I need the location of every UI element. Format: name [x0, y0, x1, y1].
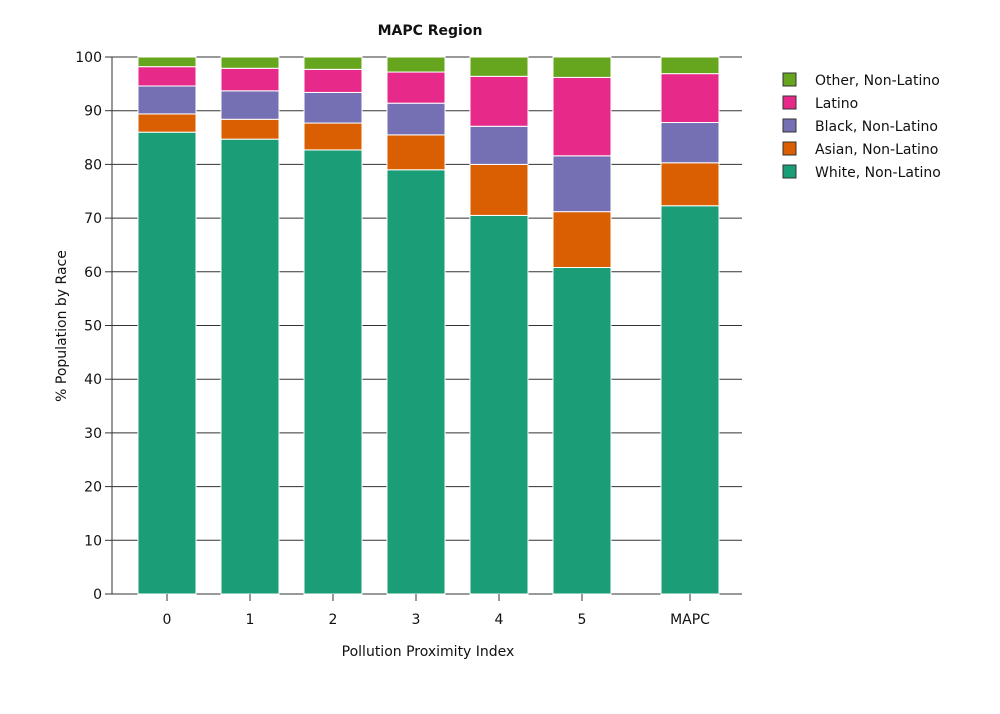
bar-segment [220, 67, 280, 92]
bar-segment [137, 56, 197, 68]
bar-segment [469, 56, 529, 77]
bar-segment [137, 113, 197, 133]
legend: Other, Non-Latino Latino Black, Non-Latino… [782, 72, 941, 181]
bar-segment [386, 102, 446, 136]
legend-label: White, Non-Latino [815, 165, 941, 181]
bar-segment [552, 267, 612, 595]
y-tick-label: 80 [84, 157, 102, 173]
legend-label: Other, Non-Latino [815, 73, 940, 89]
bar-segment [386, 56, 446, 73]
bar-segment [137, 66, 197, 87]
bar-segment [303, 56, 363, 70]
bars [137, 56, 720, 595]
x-tick-label: 0 [163, 612, 172, 628]
bar-segment [469, 125, 529, 165]
legend-swatch [782, 164, 797, 179]
x-tick-label: 2 [329, 612, 338, 628]
y-tick-label: 50 [84, 319, 102, 335]
bar-segment [303, 68, 363, 93]
bar-segment [469, 214, 529, 595]
bar-segment [552, 211, 612, 269]
x-tick-label: 5 [578, 612, 587, 628]
legend-label: Black, Non-Latino [815, 119, 938, 135]
y-tick-label: 100 [75, 50, 102, 66]
bar-segment [660, 205, 720, 595]
bar-segment [137, 131, 197, 595]
chart-title: MAPC Region [378, 23, 483, 39]
y-tick-label: 10 [84, 533, 102, 549]
bar-segment [552, 155, 612, 213]
bar-segment [220, 118, 280, 140]
y-tick-label: 40 [84, 372, 102, 388]
bar-segment [660, 56, 720, 75]
bar-segment [552, 56, 612, 78]
legend-swatch [782, 118, 797, 133]
bar-segment [303, 149, 363, 595]
bar-segment [137, 85, 197, 115]
y-tick-label: 90 [84, 104, 102, 120]
bar-segment [660, 162, 720, 207]
bar-segment [386, 169, 446, 595]
bar-segment [303, 122, 363, 151]
axes: 0 10 20 30 40 50 60 70 80 90 100 0 1 2 3 4 5 MAPC [75, 50, 710, 628]
y-tick-label: 30 [84, 426, 102, 442]
bar-segment [220, 56, 280, 69]
x-tick-label: MAPC [670, 612, 710, 628]
legend-swatch [782, 72, 797, 87]
y-tick-label: 60 [84, 265, 102, 281]
y-tick-label: 0 [93, 587, 102, 603]
legend-swatch [782, 141, 797, 156]
bar-segment [303, 91, 363, 124]
x-tick-label: 3 [412, 612, 421, 628]
y-axis-label: % Population by Race [54, 250, 70, 402]
x-tick-label: 1 [246, 612, 255, 628]
legend-label: Asian, Non-Latino [815, 142, 938, 158]
legend-label: Latino [815, 96, 858, 112]
bar-segment [220, 138, 280, 595]
bar-segment [386, 71, 446, 104]
bar-segment [386, 134, 446, 171]
bar-segment [220, 90, 280, 120]
bar-segment [469, 75, 529, 127]
bar-segment [660, 73, 720, 124]
y-tick-label: 70 [84, 211, 102, 227]
legend-swatch [782, 95, 797, 110]
bar-segment [469, 163, 529, 216]
x-tick-label: 4 [495, 612, 504, 628]
bar-segment [552, 76, 612, 157]
y-tick-label: 20 [84, 480, 102, 496]
bar-segment [660, 122, 720, 164]
x-axis-label: Pollution Proximity Index [342, 644, 515, 660]
